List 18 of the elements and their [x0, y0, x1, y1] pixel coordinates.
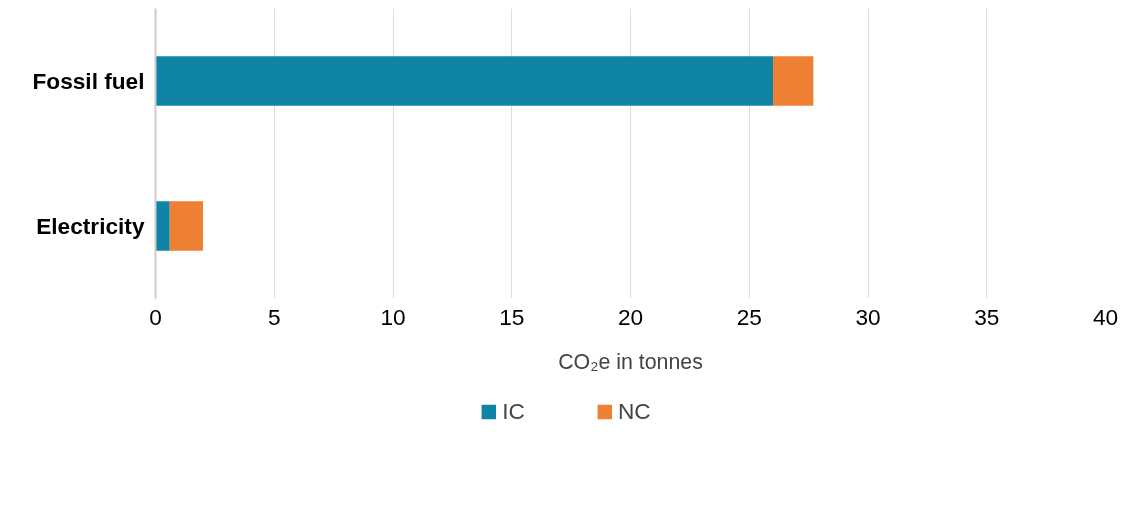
x-tick-label: 5: [267, 303, 281, 330]
x-tick-label: 0: [149, 303, 162, 330]
y-tick-label: Fossil fuel: [32, 68, 145, 94]
bar: [155, 201, 170, 251]
legend-label: IC: [502, 397, 525, 425]
x-tick-label: 25: [736, 303, 762, 330]
x-tick-label: 20: [617, 303, 644, 330]
bar: [169, 201, 203, 251]
bar: [773, 56, 814, 106]
x-tick-label: 10: [380, 303, 406, 330]
x-tick-label: 40: [1092, 303, 1119, 330]
legend-label: NC: [617, 397, 651, 425]
x-tick-label: 35: [974, 303, 1000, 330]
x-tick-label: 30: [855, 303, 881, 330]
y-tick-label: Electricity: [36, 213, 145, 239]
x-axis-title: CO₂e in tonnes: [558, 349, 703, 374]
x-tick-label: 15: [499, 303, 525, 330]
bar: [155, 56, 773, 106]
